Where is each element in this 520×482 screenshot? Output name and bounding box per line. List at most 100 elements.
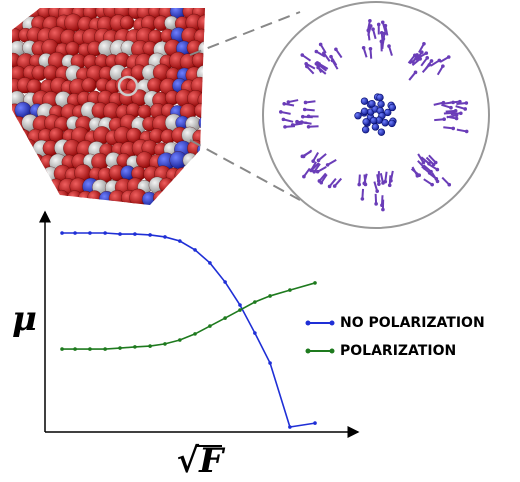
data-point bbox=[148, 233, 152, 237]
dipole-head bbox=[387, 183, 392, 188]
data-point bbox=[313, 281, 317, 285]
dipole-head bbox=[451, 126, 456, 131]
dipole-head bbox=[381, 181, 385, 185]
dipole-head bbox=[421, 160, 426, 165]
sphere bbox=[53, 189, 70, 205]
data-point bbox=[88, 231, 92, 235]
dipole-head bbox=[329, 54, 333, 59]
legend-dot bbox=[305, 320, 311, 326]
sphere bbox=[19, 166, 38, 184]
data-point bbox=[193, 248, 197, 252]
sphere bbox=[185, 166, 203, 183]
dipole-head bbox=[446, 55, 451, 59]
dipole-head bbox=[327, 184, 332, 189]
fullerene-atom bbox=[376, 93, 384, 102]
dipole-head bbox=[311, 159, 315, 163]
dipole-head bbox=[325, 163, 330, 167]
dipole-head bbox=[420, 50, 424, 55]
dipole-head bbox=[376, 22, 381, 27]
legend-dot bbox=[305, 348, 311, 354]
sphere bbox=[191, 52, 205, 69]
data-point bbox=[73, 347, 77, 351]
dipole-head bbox=[413, 70, 418, 75]
fullerene-atom bbox=[361, 126, 370, 134]
dipole-head bbox=[435, 167, 440, 172]
data-point bbox=[163, 342, 167, 346]
dipole-head bbox=[315, 61, 320, 65]
dipole-head bbox=[295, 119, 299, 124]
sphere bbox=[43, 189, 62, 205]
data-point bbox=[103, 231, 107, 235]
dipole-head bbox=[422, 166, 427, 170]
data-point bbox=[178, 338, 182, 342]
dipole-head bbox=[315, 169, 320, 174]
data-point bbox=[208, 324, 212, 328]
dipole-head bbox=[334, 47, 338, 52]
sphere bbox=[18, 153, 33, 168]
fullerene-atom bbox=[369, 116, 378, 125]
data-point bbox=[268, 361, 272, 365]
legend-label: POLARIZATION bbox=[340, 343, 456, 359]
data-point bbox=[193, 332, 197, 336]
dipole-head bbox=[449, 105, 453, 110]
dipole-head bbox=[362, 181, 367, 186]
dipole-head bbox=[306, 124, 311, 129]
fullerene-atom bbox=[388, 119, 396, 128]
dipole-head bbox=[453, 109, 458, 113]
data-point bbox=[60, 347, 64, 351]
dipole-head bbox=[322, 51, 326, 55]
dipole-head bbox=[302, 107, 307, 112]
fullerene-atom bbox=[388, 103, 397, 112]
data-point bbox=[118, 346, 122, 350]
zoom-line bbox=[189, 139, 301, 201]
dipole-head bbox=[368, 46, 373, 51]
legend-dot bbox=[329, 320, 335, 326]
sphere bbox=[198, 192, 205, 205]
data-point bbox=[208, 261, 212, 265]
plot: NO POLARIZATION POLARIZATION bbox=[60, 231, 485, 429]
dipole-head bbox=[458, 99, 462, 104]
sphere bbox=[12, 141, 28, 160]
sphere bbox=[194, 102, 205, 119]
dipole-head bbox=[304, 61, 308, 66]
fullerene-atom bbox=[377, 100, 385, 108]
data-point bbox=[238, 303, 242, 307]
dipole-head bbox=[314, 49, 319, 54]
dipole-head bbox=[430, 182, 434, 187]
dipole-head bbox=[316, 65, 320, 70]
sphere bbox=[32, 192, 49, 205]
sphere bbox=[65, 41, 80, 56]
sphere bbox=[175, 191, 193, 205]
dipole-head bbox=[422, 42, 426, 46]
dipole-head bbox=[463, 107, 468, 111]
dipole-head bbox=[417, 173, 422, 178]
dipole-head bbox=[312, 169, 316, 174]
data-point bbox=[288, 288, 292, 292]
data-point bbox=[238, 308, 242, 312]
dipole-head bbox=[454, 113, 459, 118]
sphere bbox=[12, 8, 22, 18]
sphere bbox=[186, 192, 202, 205]
fullerene-atom bbox=[384, 108, 392, 117]
sphere bbox=[12, 178, 20, 193]
dipole-head bbox=[282, 101, 286, 106]
dipole-head bbox=[374, 202, 378, 206]
dipole-head bbox=[318, 42, 323, 47]
sphere bbox=[22, 190, 39, 205]
fullerene-atom bbox=[381, 119, 389, 127]
dipole-head bbox=[375, 189, 379, 193]
sphere bbox=[192, 178, 205, 197]
fullerene-atom bbox=[371, 123, 380, 131]
series-line bbox=[62, 282, 316, 350]
data-point bbox=[268, 294, 272, 298]
fullerene-atom bbox=[362, 118, 370, 126]
dipole-head bbox=[451, 100, 455, 105]
fullerene-atom bbox=[377, 128, 386, 136]
zoom-content bbox=[278, 18, 469, 212]
dipole-head bbox=[377, 182, 381, 186]
data-point bbox=[103, 347, 107, 351]
dipole-head bbox=[316, 158, 321, 163]
dipole-head bbox=[283, 125, 287, 129]
dipole-head bbox=[425, 56, 430, 60]
